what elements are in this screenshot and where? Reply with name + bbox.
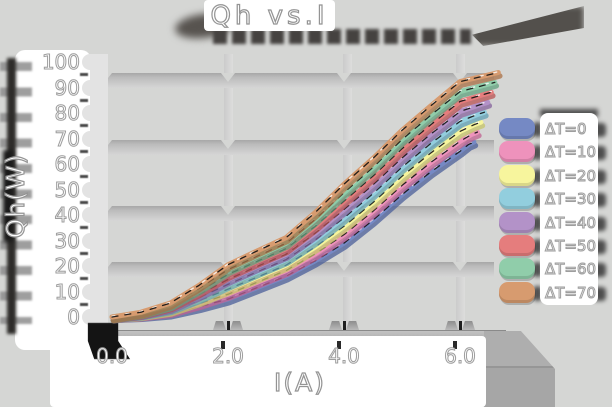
y-axis-minor-mark bbox=[80, 98, 88, 102]
gridband-notch bbox=[221, 73, 235, 82]
legend-swatch bbox=[499, 258, 535, 280]
legend-panel bbox=[540, 113, 598, 305]
x-tick-label: 0.0 bbox=[96, 344, 129, 369]
vertical-gridline bbox=[456, 54, 465, 332]
legend-label: ΔT=20 bbox=[545, 166, 597, 185]
y-tick-label: 90 bbox=[54, 75, 80, 100]
x-axis-tick-stub bbox=[221, 341, 225, 349]
y-axis-tick-scallop bbox=[82, 79, 98, 96]
y-axis-tick-scallop bbox=[82, 156, 98, 172]
y-tick-label: 40 bbox=[54, 203, 80, 228]
gridband-notch bbox=[453, 262, 467, 271]
legend-label: ΔT=30 bbox=[545, 190, 597, 209]
data-curve bbox=[110, 73, 503, 324]
x-axis-tick-bump bbox=[213, 321, 226, 330]
y-axis-minor-mark bbox=[80, 149, 88, 153]
x-tick-label: 2.0 bbox=[212, 344, 245, 369]
legend-label: ΔT=50 bbox=[545, 237, 597, 256]
x-tick-label: 4.0 bbox=[328, 344, 361, 369]
gridband-notch bbox=[221, 206, 235, 215]
legend-swatch bbox=[499, 118, 535, 139]
x-axis-tick-bump bbox=[346, 321, 359, 330]
legend-label: ΔT=10 bbox=[545, 143, 597, 162]
y-tick-label: 100 bbox=[41, 50, 80, 75]
y-tick-label: 50 bbox=[54, 177, 80, 202]
legend-swatch bbox=[499, 281, 535, 303]
y-axis-tick-scallop bbox=[82, 207, 98, 223]
y-axis-tick-scallop bbox=[82, 181, 98, 198]
y-tick-label: 80 bbox=[54, 101, 80, 126]
y-tick-label: 70 bbox=[54, 126, 80, 151]
x-axis-tick-bump bbox=[462, 321, 475, 330]
x-tick-label: 6.0 bbox=[444, 344, 477, 369]
y-axis-minor-mark bbox=[80, 200, 88, 204]
y-axis-minor-mark bbox=[80, 124, 88, 127]
legend-swatch bbox=[499, 211, 535, 233]
legend-label: ΔT=60 bbox=[545, 260, 597, 279]
legend-swatch bbox=[499, 141, 535, 163]
x-axis-tick-bump bbox=[329, 321, 342, 330]
y-axis-tick-scallop bbox=[82, 258, 98, 274]
gridband-notch bbox=[453, 73, 467, 82]
y-axis-minor-mark bbox=[80, 226, 88, 229]
x-axis-tick-slit bbox=[227, 321, 230, 330]
data-curve bbox=[109, 99, 491, 320]
x-axis-tick-stub bbox=[337, 341, 341, 349]
x-axis-tick-stub bbox=[453, 341, 457, 349]
chart-title: Qh vs.I bbox=[210, 0, 329, 31]
legend-row-shadow-left bbox=[533, 215, 542, 231]
y-axis-minor-mark bbox=[80, 251, 88, 255]
y-axis-minor-mark bbox=[80, 277, 88, 280]
gridband-notch bbox=[221, 140, 235, 149]
gridband-notch bbox=[337, 262, 351, 271]
y-axis-tick-scallop bbox=[82, 309, 98, 325]
legend-swatch bbox=[499, 188, 535, 210]
legend-label: ΔT=0 bbox=[545, 120, 588, 139]
legend-row-shadow-left bbox=[533, 192, 542, 208]
gridband-notch bbox=[337, 140, 351, 149]
legend-row-shadow-left bbox=[533, 168, 542, 184]
x-axis-tick-slit bbox=[459, 321, 462, 330]
y-axis-tick-scallop bbox=[82, 232, 98, 249]
data-curve bbox=[111, 71, 499, 318]
vertical-gridline bbox=[224, 54, 233, 332]
legend-swatch bbox=[499, 235, 535, 256]
legend-row-shadow-left bbox=[533, 262, 542, 278]
y-axis-minor-mark bbox=[80, 73, 88, 76]
y-tick-label: 30 bbox=[54, 228, 80, 253]
data-curve bbox=[111, 70, 499, 317]
y-axis-tick-scallop bbox=[82, 54, 98, 70]
legend-row-shadow-left bbox=[533, 122, 542, 137]
y-tick-label: 60 bbox=[54, 152, 80, 177]
data-curve bbox=[110, 103, 493, 324]
legend-row-shadow-left bbox=[533, 285, 542, 301]
y-axis-minor-mark bbox=[80, 175, 88, 178]
legend-row-shadow-left bbox=[533, 239, 542, 254]
title-panel bbox=[204, 0, 335, 31]
ylabel-title-shadow bbox=[3, 150, 13, 242]
y-axis-tick-scallop bbox=[82, 105, 98, 121]
title-shadow-text-row bbox=[213, 29, 471, 44]
y-tick-label: 0 bbox=[67, 305, 81, 330]
y-axis-minor-mark bbox=[80, 302, 88, 306]
x-axis-tick-bump bbox=[445, 321, 458, 330]
legend-label: ΔT=40 bbox=[545, 213, 597, 232]
gridband-notch bbox=[453, 206, 467, 215]
x-axis-title: I(A) bbox=[273, 367, 326, 397]
x-axis-tick-bump bbox=[230, 321, 243, 330]
x-axis-tick-slit bbox=[343, 321, 346, 330]
legend-label: ΔT=70 bbox=[545, 283, 597, 302]
y-tick-label: 10 bbox=[54, 279, 80, 304]
gridband-notch bbox=[337, 73, 351, 82]
legend-row-shadow-left bbox=[533, 145, 542, 161]
y-tick-label: 20 bbox=[54, 254, 80, 279]
legend-swatch bbox=[499, 164, 535, 186]
y-axis-tick-scallop bbox=[82, 283, 98, 300]
y-axis-tick-scallop bbox=[82, 130, 98, 147]
